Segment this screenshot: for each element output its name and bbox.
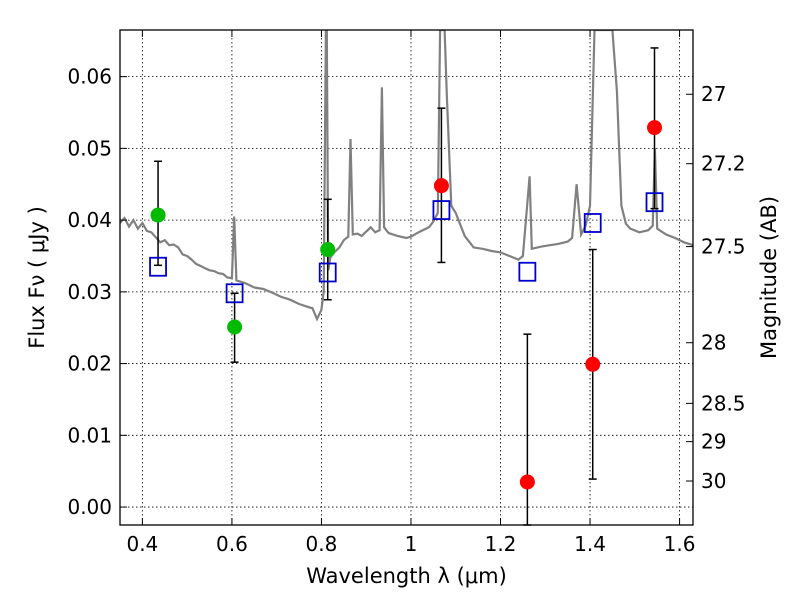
- mag-tick-label: 27.5: [701, 235, 746, 259]
- mag-tick-label: 28: [701, 331, 726, 355]
- x-tick-label: 0.4: [126, 532, 158, 556]
- detection-point: [150, 207, 166, 223]
- y-tick-label: 0.00: [67, 495, 112, 519]
- x-tick-label: 1.6: [664, 532, 696, 556]
- x-tick-label: 1: [405, 532, 418, 556]
- model-point: [432, 200, 451, 220]
- y-tick-label: 0.03: [67, 280, 112, 304]
- y-tick-label: 0.06: [67, 65, 112, 89]
- y-tick-label: 0.04: [67, 208, 112, 232]
- x-tick-label: 0.6: [216, 532, 248, 556]
- x-axis-title: Wavelength λ (μm): [306, 564, 507, 588]
- model-point: [518, 261, 537, 282]
- model-point: [645, 192, 664, 213]
- y-tick-label: 0.05: [67, 136, 112, 160]
- mag-tick-label: 27: [701, 82, 726, 106]
- detection-point: [320, 242, 336, 258]
- x-tick-label: 0.8: [306, 532, 338, 556]
- y-tick-label: 0.01: [67, 423, 112, 447]
- x-tick-label: 1.2: [485, 532, 517, 556]
- grid: [120, 30, 693, 525]
- nondetection-point: [585, 356, 601, 372]
- x-tick-label: 1.4: [574, 532, 606, 556]
- spectrum-line: [120, 30, 693, 322]
- y-axis-title: Flux Fν ( μJy ): [25, 206, 49, 349]
- plot-frame: [119, 29, 694, 526]
- mag-tick-label: 29: [701, 430, 726, 454]
- nondetection-point: [647, 120, 663, 136]
- mag-tick-label: 30: [701, 469, 726, 493]
- model-points: [149, 192, 664, 304]
- model-point: [318, 262, 337, 283]
- error-bars: [154, 47, 659, 526]
- ticks: 0.4 0.6 0.8 1 1.2 1.4 1.6 0.00 0.01 0.02 0.03 0.04 0…: [67, 30, 746, 556]
- nondetection-point: [433, 178, 449, 194]
- mag-tick-label: 27.2: [701, 152, 746, 176]
- model-point: [225, 283, 244, 304]
- observed-points: [150, 120, 663, 490]
- model-point: [149, 256, 167, 277]
- mag-tick-label: 28.5: [701, 391, 746, 415]
- model-point: [583, 213, 602, 233]
- nondetection-point: [519, 474, 535, 490]
- detection-point: [227, 319, 243, 335]
- y-tick-label: 0.02: [67, 352, 112, 376]
- spectrum: [120, 30, 693, 322]
- y2-axis-title: Magnitude (AB): [757, 196, 781, 359]
